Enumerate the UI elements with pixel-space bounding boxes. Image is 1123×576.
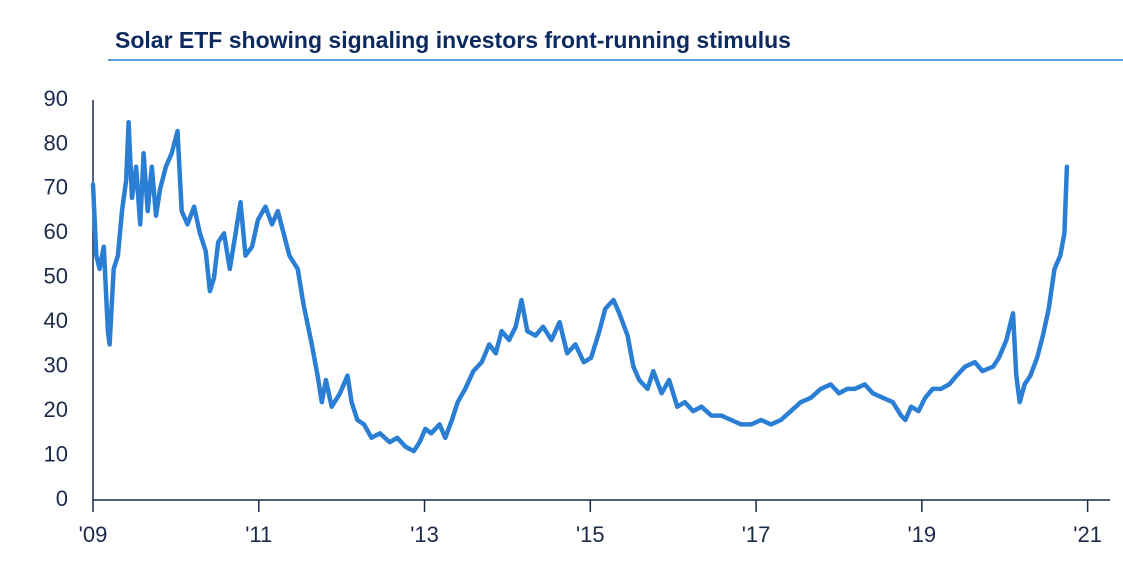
y-tick-label: 70 [44, 175, 68, 200]
x-tick-label: '21 [1073, 522, 1102, 547]
x-tick-label: '13 [410, 522, 439, 547]
chart-title: Solar ETF showing signaling investors fr… [115, 27, 791, 53]
y-tick-label: 50 [44, 264, 68, 289]
y-tick-label: 10 [44, 441, 68, 466]
x-tick-label: '11 [245, 522, 272, 547]
y-tick-label: 0 [56, 486, 68, 511]
y-tick-label: 90 [44, 86, 68, 111]
x-tick-label: '15 [576, 522, 605, 547]
x-tick-label: '09 [79, 522, 108, 547]
y-tick-label: 20 [44, 397, 68, 422]
y-tick-label: 60 [44, 219, 68, 244]
series-line [90, 119, 1070, 454]
y-tick-label: 40 [44, 308, 68, 333]
x-tick-label: '17 [742, 522, 771, 547]
y-tick-label: 80 [44, 130, 68, 155]
x-tick-label: '19 [908, 522, 937, 547]
y-tick-label: 30 [44, 352, 68, 377]
